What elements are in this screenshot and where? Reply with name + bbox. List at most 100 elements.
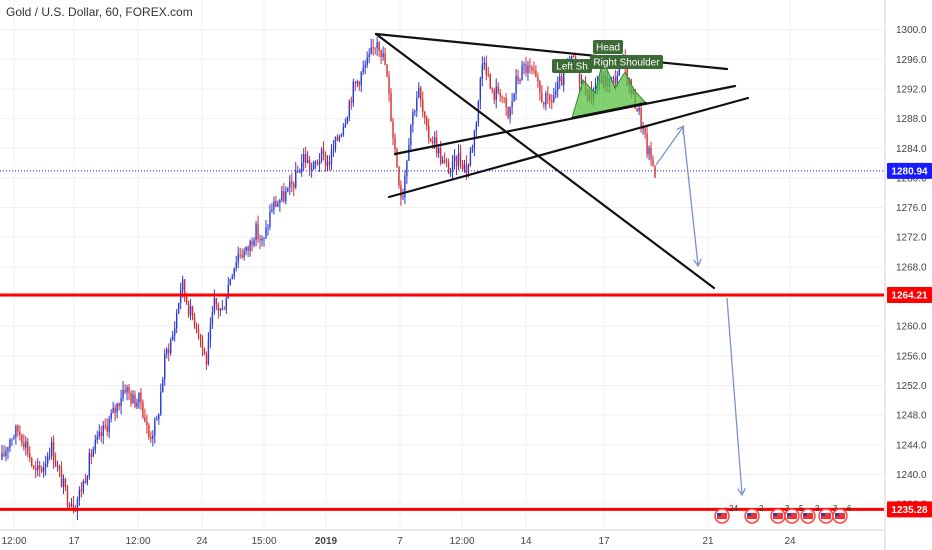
candle-body xyxy=(437,147,440,154)
candle-body xyxy=(392,121,394,138)
candle-body xyxy=(144,417,146,422)
candle-body xyxy=(223,308,225,310)
candle-body xyxy=(39,465,41,469)
candle-body xyxy=(158,414,160,419)
candle-body xyxy=(193,316,196,327)
candle-body xyxy=(342,126,345,135)
candle-body xyxy=(50,441,53,456)
candle-body xyxy=(215,298,218,305)
time-tick-label: 24 xyxy=(196,536,208,547)
candle-body xyxy=(461,162,464,170)
candle-body xyxy=(364,64,366,68)
wedge-lower-line xyxy=(393,84,737,156)
event-count: 3 xyxy=(833,504,838,513)
candle-body xyxy=(491,88,493,91)
price-tick-label: 1260.0 xyxy=(896,322,927,333)
candle-body xyxy=(320,149,323,161)
candle-body xyxy=(229,278,231,285)
event-count: 6 xyxy=(847,504,852,513)
event-flag[interactable]: 24 xyxy=(714,504,738,524)
price-tick-label: 1268.0 xyxy=(896,262,927,273)
candle-body xyxy=(531,66,533,71)
event-flag[interactable]: 3 xyxy=(800,504,820,524)
event-flag[interactable]: 6 xyxy=(832,504,852,524)
price-tick-label: 1300.0 xyxy=(896,25,927,36)
candle-body xyxy=(189,305,192,316)
candle-body xyxy=(199,334,202,339)
candle-body xyxy=(416,97,418,111)
event-flag[interactable]: 5 xyxy=(784,504,804,524)
candle-body xyxy=(422,99,424,112)
candle-body xyxy=(618,63,620,76)
candle-body xyxy=(545,93,547,105)
price-tick-label: 1240.0 xyxy=(896,470,927,481)
candle-body xyxy=(239,253,241,256)
event-flags[interactable]: 24 2 3 5 3 3 6 xyxy=(714,504,852,524)
event-flag[interactable]: 2 xyxy=(744,504,764,524)
candle-body xyxy=(72,504,75,509)
candle-body xyxy=(273,201,275,210)
candle-body xyxy=(195,326,198,329)
candle-body xyxy=(570,55,573,62)
price-level-value: 1235.28 xyxy=(891,505,928,516)
candle-body xyxy=(46,456,49,464)
candle-body xyxy=(443,160,446,162)
candle-body xyxy=(654,166,656,178)
candle-body xyxy=(340,134,343,137)
time-tick-label: 12:00 xyxy=(449,536,474,547)
candle-body xyxy=(382,53,384,58)
horizontal-levels xyxy=(0,170,884,511)
candle-body xyxy=(433,137,436,144)
candle-body xyxy=(187,303,190,316)
candle-body xyxy=(402,196,404,198)
price-tick-label: 1288.0 xyxy=(896,114,927,125)
time-tick-label: 15:00 xyxy=(251,536,276,547)
candle-body xyxy=(152,435,154,440)
candle-body xyxy=(537,77,539,82)
price-level-value: 1280.94 xyxy=(891,166,928,177)
candle-body xyxy=(29,453,31,459)
candle-body xyxy=(304,154,307,163)
head-shoulders-fill xyxy=(571,58,647,119)
candle-body xyxy=(114,407,116,413)
candle-body xyxy=(108,418,110,432)
candle-body xyxy=(485,62,487,75)
candle-body xyxy=(451,161,454,172)
candle-body xyxy=(495,86,497,100)
candle-body xyxy=(328,162,331,165)
support-trend-line xyxy=(387,96,750,199)
candle-body xyxy=(177,302,180,314)
candles xyxy=(1,36,656,521)
candle-body xyxy=(318,160,321,165)
candle-body xyxy=(11,439,13,441)
candle-body xyxy=(102,425,104,436)
pattern-labels: Head Left Sh Right Shoulder xyxy=(552,40,663,73)
candle-body xyxy=(297,170,299,173)
candle-body xyxy=(247,246,249,251)
candle-body xyxy=(269,211,271,228)
candle-body xyxy=(124,389,126,393)
candle-body xyxy=(521,65,523,80)
candle-body xyxy=(324,154,327,166)
candle-body xyxy=(56,466,59,468)
candle-body xyxy=(80,489,83,492)
candle-body xyxy=(562,69,565,86)
candle-body xyxy=(251,240,253,246)
candle-body xyxy=(406,160,408,176)
candle-body xyxy=(418,87,420,98)
time-axis[interactable]: 12:00 17 12:00 24 15:00 2019 7 12:00 14 17 21 24 xyxy=(0,529,884,547)
candle-body xyxy=(519,79,521,81)
candle-body xyxy=(553,95,555,102)
price-axis[interactable]: 1300.01296.01292.01288.01284.01280.01276… xyxy=(884,0,932,550)
candle-body xyxy=(388,76,390,94)
candle-body xyxy=(21,435,23,444)
candle-body xyxy=(302,154,305,163)
flag-stripes xyxy=(787,513,797,519)
candle-body xyxy=(312,162,315,169)
candle-body xyxy=(513,93,515,102)
trend-lines xyxy=(374,32,750,290)
candle-body xyxy=(475,122,478,131)
candle-body xyxy=(360,72,362,86)
candle-body xyxy=(293,183,295,188)
